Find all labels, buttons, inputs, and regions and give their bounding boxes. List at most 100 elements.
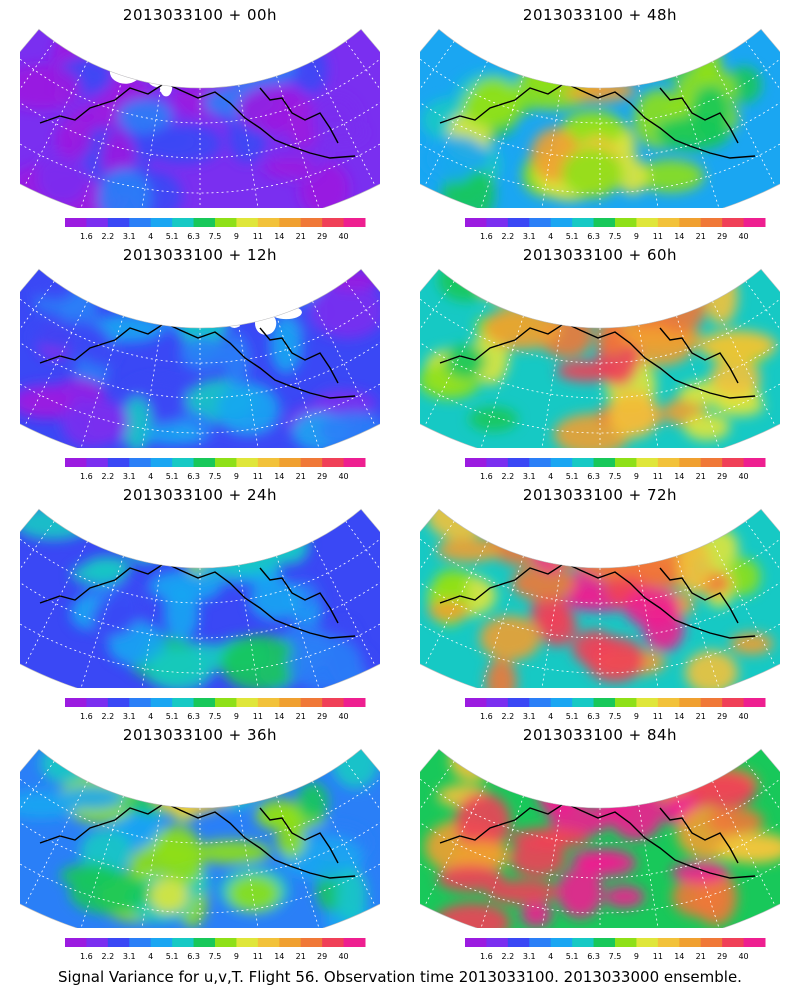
field-blob — [227, 875, 280, 912]
field-blob — [263, 157, 317, 178]
colorbar-swatch — [679, 698, 702, 707]
field-blob — [568, 509, 602, 556]
latitude-line — [20, 535, 380, 604]
field-blob — [510, 839, 566, 878]
field-blob — [20, 790, 79, 819]
field-blob — [655, 41, 692, 81]
field-blob — [671, 861, 729, 884]
colorbar-tick-label: 9 — [234, 472, 239, 481]
colorbar-swatch — [236, 938, 259, 947]
field-blob — [84, 556, 132, 577]
colorbar-tick-label: 14 — [274, 712, 284, 721]
colorbar-swatch — [257, 218, 280, 227]
field-blob — [296, 781, 329, 822]
colorbar-swatch — [615, 938, 637, 947]
field-blob — [468, 406, 518, 432]
colorbar-swatch — [507, 698, 530, 707]
colorbar-tick-label: 9 — [234, 712, 239, 721]
colorbar-swatch — [215, 938, 237, 947]
colorbar-swatch — [129, 698, 152, 707]
colorbar-tick-label: 9 — [234, 232, 239, 241]
field-blob — [80, 828, 132, 876]
panel-title: 2013033100 + 84h — [522, 726, 678, 744]
panel-title: 2013033100 + 24h — [122, 486, 278, 504]
colorbar-tick-label: 6.3 — [587, 232, 600, 241]
colorbar-swatch — [572, 698, 595, 707]
variance-map — [420, 268, 780, 448]
colorbar-swatch — [550, 218, 573, 227]
colorbar-tick-label: 29 — [717, 712, 727, 721]
field-blob — [32, 320, 109, 352]
colorbar-swatch — [86, 218, 109, 227]
colorbar-swatch — [343, 698, 366, 707]
colorbar-swatch — [172, 218, 195, 227]
colorbar-swatch — [700, 218, 723, 227]
field-blob — [276, 821, 306, 859]
longitude-line — [24, 301, 88, 427]
colorbar-swatch — [550, 938, 573, 947]
variance-map — [20, 508, 380, 688]
colorbar-swatch — [679, 218, 702, 227]
field-blob — [697, 330, 777, 361]
longitude-line — [480, 75, 524, 208]
colorbar-tick-label: 5.1 — [566, 232, 579, 241]
longitude-line — [312, 301, 376, 427]
colorbar-tick-label: 11 — [653, 952, 663, 961]
colorbar-swatch — [300, 938, 323, 947]
longitude-line — [638, 564, 661, 688]
colorbar-tick-label: 3.1 — [123, 952, 136, 961]
missing-data-patch — [205, 299, 224, 316]
missing-data-patch — [279, 274, 293, 286]
field-blob — [149, 878, 189, 914]
colorbar-swatch — [86, 458, 109, 467]
field-blob — [233, 281, 308, 306]
colorbar-tick-label: 4 — [148, 952, 153, 961]
field-blob — [163, 584, 199, 642]
longitude-line — [80, 795, 124, 928]
variance-field — [20, 509, 380, 688]
field-blob — [488, 522, 557, 566]
colorbar-swatch — [107, 938, 130, 947]
colorbar-tick-label: 21 — [296, 952, 306, 961]
colorbar-swatch — [65, 938, 87, 947]
field-blob — [578, 849, 637, 877]
longitude-line — [676, 75, 720, 208]
field-blob — [20, 65, 81, 110]
colorbar-tick-label: 2.2 — [501, 472, 514, 481]
longitude-line — [480, 315, 524, 448]
panel-00h: 2013033100 + 00h 1.6 2.2 3.1 4 5.1 6.3 7.5 9 11 1… — [0, 0, 400, 241]
latitude-line — [20, 775, 380, 844]
field-blob — [437, 865, 505, 892]
colorbar-tick-label: 6.3 — [187, 472, 200, 481]
colorbar-tick-label: 14 — [674, 712, 684, 721]
colorbar-tick-label: 7.5 — [209, 952, 222, 961]
colorbar-tick-label: 1.6 — [480, 712, 493, 721]
latitude-line — [20, 295, 380, 364]
colorbar-swatch — [129, 458, 152, 467]
field-blob — [55, 120, 92, 160]
figure-caption: Signal Variance for u,v,T. Flight 56. Ob… — [58, 968, 742, 986]
latitude-line — [420, 295, 780, 364]
colorbar-swatch — [279, 218, 302, 227]
field-blob — [220, 760, 265, 787]
colorbar-swatch — [743, 218, 766, 227]
missing-data-patch — [255, 312, 277, 335]
field-blob — [235, 509, 309, 536]
longitude-line — [139, 324, 162, 448]
colorbar-swatch — [193, 458, 216, 467]
colorbar-tick-label: 4 — [548, 952, 553, 961]
field-blob — [511, 564, 576, 601]
field-blob — [486, 879, 560, 905]
map-outline — [420, 748, 780, 928]
colorbar-tick-label: 7.5 — [609, 952, 622, 961]
field-blob — [153, 825, 200, 868]
field-blob — [237, 86, 312, 134]
field-blob — [562, 756, 647, 791]
colorbar-swatch — [743, 458, 766, 467]
variance-field — [20, 269, 380, 448]
field-blob — [35, 150, 90, 205]
field-blob — [310, 282, 380, 340]
colorbar-tick-label: 3.1 — [123, 712, 136, 721]
colorbar-tick-label: 40 — [338, 472, 348, 481]
field-blob — [645, 284, 675, 305]
